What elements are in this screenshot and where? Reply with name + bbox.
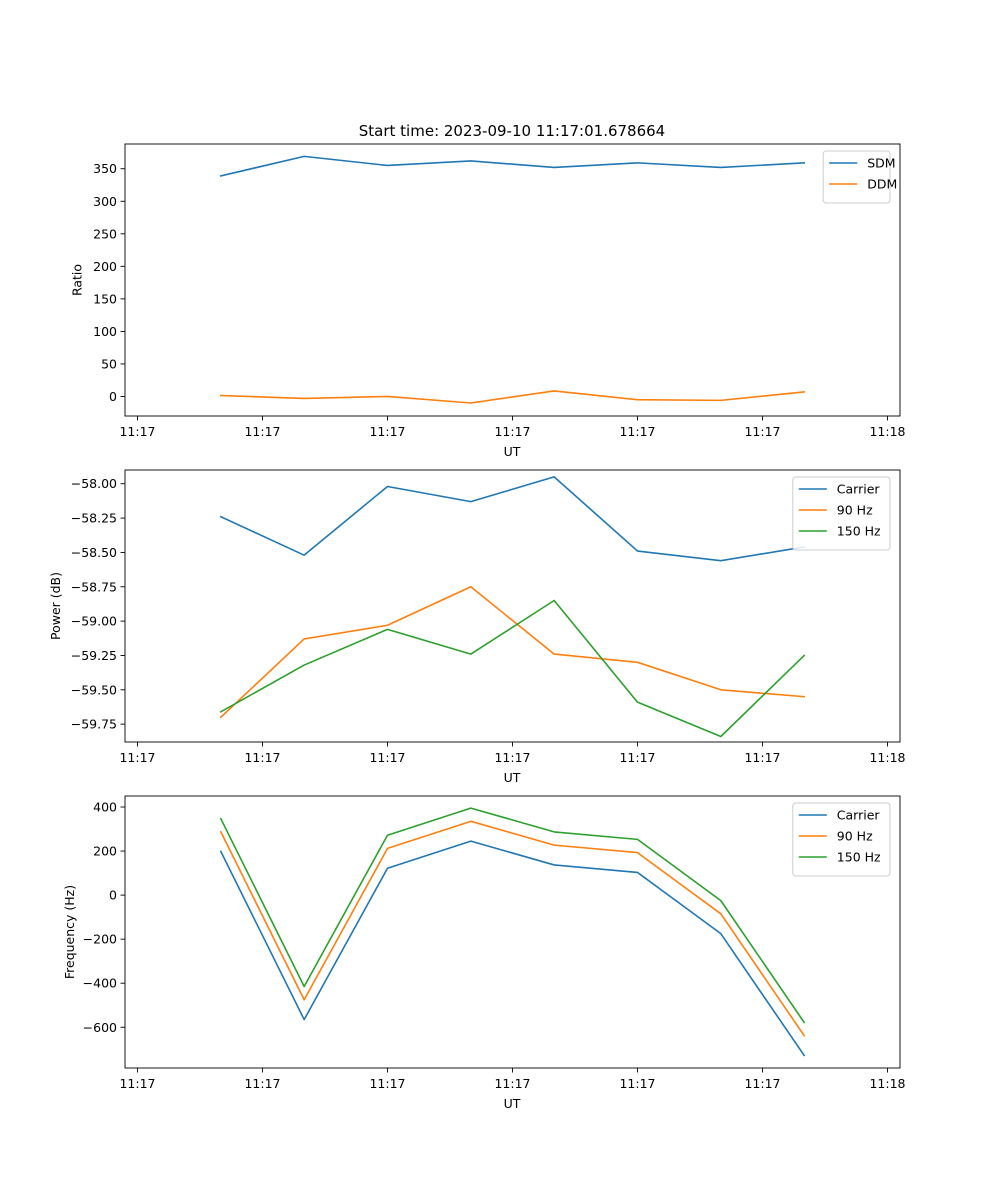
x-tick-label: 11:17 (619, 750, 655, 765)
legend-label: SDM (867, 156, 895, 171)
legend-label: Carrier (837, 482, 881, 497)
x-tick-label: 11:17 (369, 1076, 405, 1091)
series-line-ddm (220, 390, 806, 404)
y-tick-label: 400 (93, 800, 117, 815)
series-line-90-hz (219, 820, 806, 1037)
x-tick-label: 11:17 (619, 1076, 655, 1091)
y-tick-label: 250 (93, 226, 117, 241)
x-tick-label: 11:17 (119, 750, 155, 765)
axes-frame (124, 143, 901, 417)
y-tick-label: −58.25 (71, 511, 117, 526)
series-group (219, 155, 806, 404)
x-axis: 11:17 11:17 11:17 11:17 11:17 11:17 11:18 (119, 742, 906, 765)
x-tick-label: 11:18 (869, 750, 905, 765)
y-tick-label: −58.00 (71, 476, 117, 491)
series-line-150-hz (219, 807, 806, 1024)
legend-label: 90 Hz (837, 829, 873, 844)
y-tick-label: 0 (109, 888, 117, 903)
x-tick-label: 11:17 (369, 424, 405, 439)
series-group (219, 807, 806, 1057)
x-axis-label: UT (504, 770, 521, 785)
x-tick-label: 11:17 (744, 750, 780, 765)
series-line-sdm (219, 155, 806, 177)
x-tick-label: 11:17 (244, 1076, 280, 1091)
chart-panel-3: 11:17 11:17 11:17 11:17 11:17 11:17 11:18 UT 400… (62, 795, 906, 1111)
chart-panel-1: 11:17 11:17 11:17 11:17 11:17 11:17 11:18 UT 0 50… (69, 143, 906, 459)
figure-title: Start time: 2023-09-10 11:17:01.678664 (359, 122, 665, 140)
y-tick-label: −59.50 (71, 682, 117, 697)
x-axis: 11:17 11:17 11:17 11:17 11:17 11:17 11:18 (119, 1068, 906, 1091)
x-tick-label: 11:17 (369, 750, 405, 765)
y-tick-label: 350 (93, 161, 117, 176)
chart-panel-2: 11:17 11:17 11:17 11:17 11:17 11:17 11:18 UT −58… (48, 469, 906, 785)
x-tick-label: 11:17 (494, 424, 530, 439)
y-tick-label: 0 (109, 389, 117, 404)
series-line-carrier (219, 476, 806, 562)
legend: Carrier 90 Hz 150 Hz (792, 476, 891, 551)
series-line-90-hz (219, 585, 806, 719)
legend: Carrier 90 Hz 150 Hz (792, 802, 891, 877)
y-tick-label: 150 (93, 291, 117, 306)
y-axis-label: Frequency (Hz) (62, 885, 77, 979)
x-tick-label: 11:17 (744, 424, 780, 439)
y-tick-label: −59.00 (71, 614, 117, 629)
x-tick-label: 11:17 (744, 1076, 780, 1091)
series-line-carrier (219, 840, 806, 1057)
legend-label: Carrier (837, 808, 881, 823)
x-tick-label: 11:17 (244, 424, 280, 439)
panels: 11:17 11:17 11:17 11:17 11:17 11:17 11:18 UT 0 50… (48, 143, 906, 1111)
x-tick-label: 11:17 (494, 750, 530, 765)
x-tick-label: 11:17 (119, 424, 155, 439)
y-tick-label: 300 (93, 194, 117, 209)
x-axis: 11:17 11:17 11:17 11:17 11:17 11:17 11:18 (119, 416, 906, 439)
y-axis-label: Ratio (69, 264, 84, 296)
legend-label: DDM (867, 177, 897, 192)
y-axis: 0 50 100 150 200 250 300 350 (93, 161, 125, 404)
y-tick-label: −59.75 (71, 717, 117, 732)
legend-label: 150 Hz (837, 524, 881, 539)
y-tick-label: −59.25 (71, 648, 117, 663)
y-axis: −58.00 −58.25 −58.50 −58.75 −59.00 −59.25 −59.… (71, 476, 125, 732)
axes-frame (124, 795, 901, 1069)
x-tick-label: 11:17 (619, 424, 655, 439)
series-line-150-hz (219, 599, 806, 738)
y-tick-label: −400 (83, 976, 117, 991)
y-tick-label: −200 (83, 932, 117, 947)
y-tick-label: −58.75 (71, 579, 117, 594)
series-group (219, 476, 806, 738)
x-tick-label: 11:18 (869, 1076, 905, 1091)
y-tick-label: 50 (101, 356, 117, 371)
x-tick-label: 11:18 (869, 424, 905, 439)
y-tick-label: 100 (93, 324, 117, 339)
legend-label: 150 Hz (837, 850, 881, 865)
y-tick-label: −600 (83, 1020, 117, 1035)
legend: SDM DDM (822, 150, 897, 204)
x-tick-label: 11:17 (494, 1076, 530, 1091)
legend-label: 90 Hz (837, 503, 873, 518)
x-axis-label: UT (504, 444, 521, 459)
legend-box (822, 150, 891, 204)
y-axis-label: Power (dB) (48, 572, 63, 640)
x-tick-label: 11:17 (119, 1076, 155, 1091)
y-tick-label: 200 (93, 844, 117, 859)
y-tick-label: 200 (93, 259, 117, 274)
x-tick-label: 11:17 (244, 750, 280, 765)
x-axis-label: UT (504, 1096, 521, 1111)
y-tick-label: −58.50 (71, 545, 117, 560)
y-axis: 400 200 0 −200 −400 −600 (83, 800, 125, 1035)
